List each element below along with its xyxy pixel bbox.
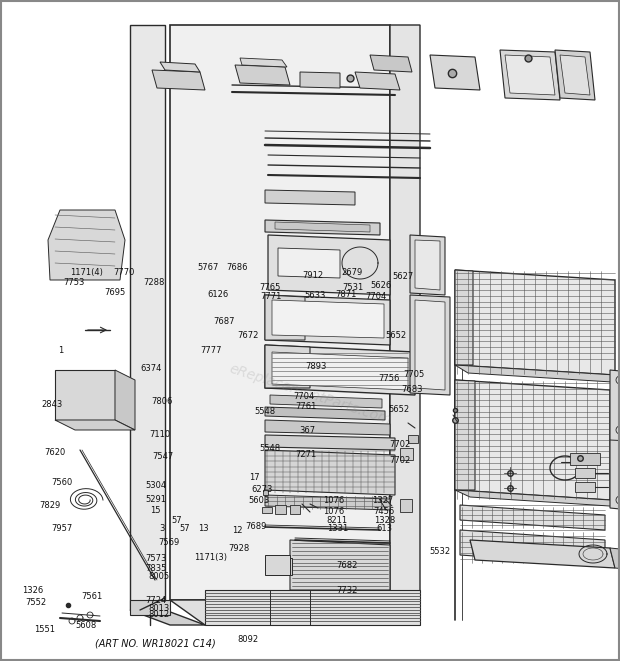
Text: 5291: 5291: [145, 494, 166, 504]
Text: 1326: 1326: [22, 586, 43, 595]
Text: 7288: 7288: [143, 278, 164, 288]
Polygon shape: [415, 240, 440, 290]
Polygon shape: [272, 352, 408, 390]
Text: 3: 3: [159, 524, 164, 533]
Text: 7765: 7765: [259, 283, 280, 292]
Polygon shape: [470, 540, 615, 568]
Polygon shape: [505, 55, 555, 95]
Text: 1: 1: [58, 346, 63, 355]
Polygon shape: [268, 235, 390, 295]
Polygon shape: [275, 222, 370, 232]
Polygon shape: [265, 450, 395, 495]
Polygon shape: [610, 548, 620, 570]
Polygon shape: [170, 600, 420, 625]
Text: 8005: 8005: [149, 572, 170, 581]
Text: 7753: 7753: [64, 278, 85, 288]
Text: 7620: 7620: [45, 447, 66, 457]
Text: 7705: 7705: [403, 370, 424, 379]
Text: 367: 367: [299, 426, 315, 436]
Polygon shape: [370, 55, 412, 72]
Polygon shape: [400, 448, 413, 460]
Polygon shape: [410, 295, 450, 395]
Text: 613: 613: [376, 524, 392, 533]
Polygon shape: [152, 70, 205, 90]
Text: 7957: 7957: [51, 524, 73, 533]
Polygon shape: [415, 300, 445, 390]
Polygon shape: [265, 190, 355, 205]
Polygon shape: [575, 482, 595, 492]
Polygon shape: [455, 490, 620, 507]
Polygon shape: [410, 235, 445, 295]
Polygon shape: [265, 555, 290, 575]
Polygon shape: [130, 610, 205, 625]
Text: 7770: 7770: [113, 268, 135, 278]
Polygon shape: [455, 270, 473, 365]
Text: 7871: 7871: [335, 290, 356, 299]
Text: 5633: 5633: [304, 291, 326, 300]
Text: 7702: 7702: [389, 456, 410, 465]
Text: 7531: 7531: [343, 283, 364, 292]
Polygon shape: [610, 370, 620, 510]
Polygon shape: [270, 395, 382, 408]
Polygon shape: [460, 530, 605, 565]
Text: 1076: 1076: [323, 507, 344, 516]
Text: 7761: 7761: [296, 402, 317, 411]
Text: 7835: 7835: [145, 564, 166, 573]
Polygon shape: [265, 295, 305, 340]
Text: 8012: 8012: [149, 610, 170, 619]
Text: 7686: 7686: [226, 263, 247, 272]
Text: 6374: 6374: [140, 364, 161, 373]
Text: 5652: 5652: [385, 331, 406, 340]
Polygon shape: [278, 248, 340, 278]
Text: (ART NO. WR18021 C14): (ART NO. WR18021 C14): [95, 639, 215, 649]
Polygon shape: [300, 72, 340, 88]
Polygon shape: [160, 62, 200, 72]
Text: 7672: 7672: [237, 331, 259, 340]
Polygon shape: [205, 590, 420, 625]
Text: 7573: 7573: [145, 554, 166, 563]
Text: 7695: 7695: [104, 288, 125, 297]
Polygon shape: [265, 345, 310, 388]
Polygon shape: [265, 295, 390, 345]
Text: 7561: 7561: [81, 592, 102, 602]
Polygon shape: [400, 499, 412, 512]
Text: 2843: 2843: [42, 400, 63, 409]
Text: 6126: 6126: [208, 290, 229, 299]
Text: 7682: 7682: [337, 561, 358, 570]
Text: 8092: 8092: [237, 635, 259, 644]
Text: 7552: 7552: [25, 598, 46, 607]
Text: 7756: 7756: [379, 374, 400, 383]
Text: 1171(3): 1171(3): [194, 553, 228, 562]
Text: 7687: 7687: [214, 317, 235, 327]
Polygon shape: [235, 65, 290, 85]
Text: 7893: 7893: [306, 362, 327, 371]
Text: 7724: 7724: [146, 596, 167, 605]
Polygon shape: [265, 220, 380, 235]
Text: 7547: 7547: [152, 451, 173, 461]
Text: 7732: 7732: [337, 586, 358, 595]
Polygon shape: [265, 435, 395, 450]
Text: 7928: 7928: [228, 544, 249, 553]
Polygon shape: [408, 435, 418, 443]
Text: 7456: 7456: [374, 507, 395, 516]
Polygon shape: [355, 72, 400, 90]
Text: 1551: 1551: [34, 625, 55, 634]
Polygon shape: [272, 300, 384, 338]
Text: 5603: 5603: [249, 496, 270, 505]
Polygon shape: [265, 407, 385, 420]
Polygon shape: [290, 540, 390, 590]
Polygon shape: [262, 507, 272, 513]
Polygon shape: [430, 55, 480, 90]
Text: 5608: 5608: [75, 621, 96, 631]
Text: 5767: 5767: [197, 263, 218, 272]
Text: 5548: 5548: [259, 444, 280, 453]
Text: 6273: 6273: [251, 485, 272, 494]
Text: 1171(4): 1171(4): [70, 268, 104, 278]
Text: 17: 17: [249, 473, 260, 482]
Polygon shape: [265, 345, 415, 395]
Text: 7912: 7912: [303, 271, 324, 280]
Polygon shape: [455, 270, 615, 375]
Polygon shape: [263, 490, 268, 495]
Polygon shape: [555, 50, 595, 100]
